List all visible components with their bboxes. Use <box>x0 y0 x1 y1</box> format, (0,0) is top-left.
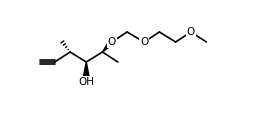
Text: O: O <box>107 37 116 47</box>
Polygon shape <box>84 62 89 76</box>
Text: O: O <box>187 27 195 37</box>
Polygon shape <box>102 40 114 52</box>
Text: OH: OH <box>78 77 94 87</box>
Text: O: O <box>140 37 148 47</box>
